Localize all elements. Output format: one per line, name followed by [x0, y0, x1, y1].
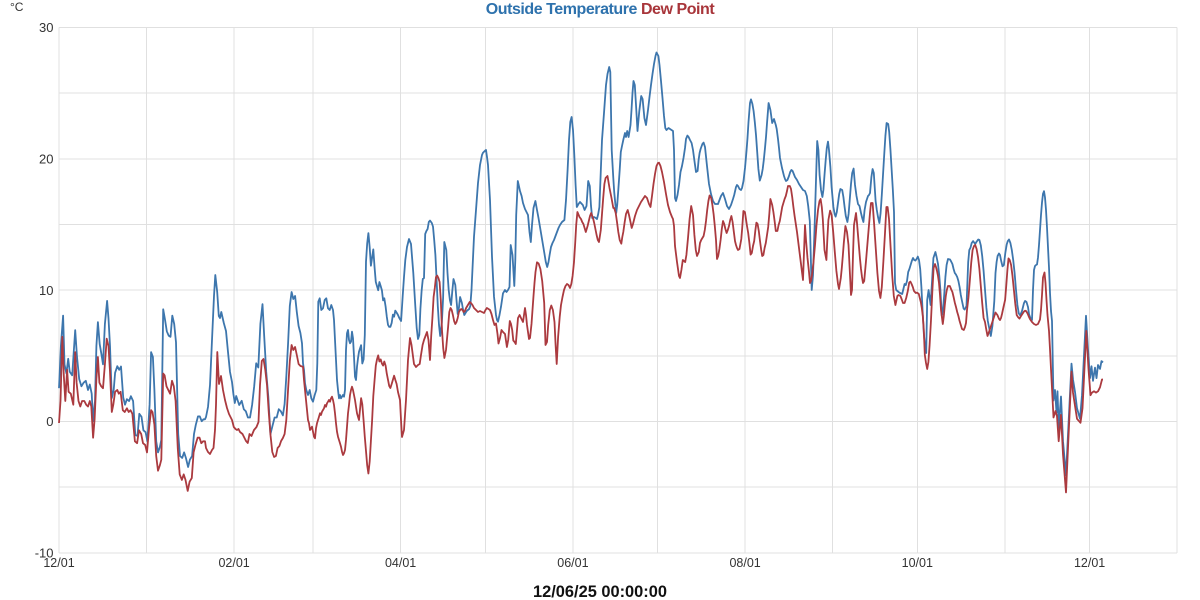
svg-text:-10: -10	[35, 545, 54, 560]
svg-text:12/06/25 00:00:00: 12/06/25 00:00:00	[533, 583, 667, 600]
svg-text:08/01: 08/01	[729, 556, 760, 570]
svg-text:Outside Temperature Dew Point: Outside Temperature Dew Point	[486, 1, 716, 18]
svg-text:12/01: 12/01	[1074, 556, 1105, 570]
svg-text:12/01: 12/01	[43, 556, 74, 570]
svg-text:°C: °C	[10, 0, 24, 14]
svg-text:30: 30	[39, 20, 53, 35]
svg-text:04/01: 04/01	[385, 556, 416, 570]
svg-text:10: 10	[39, 283, 53, 298]
svg-text:02/01: 02/01	[218, 556, 249, 570]
svg-text:20: 20	[39, 151, 53, 166]
svg-text:0: 0	[46, 414, 53, 429]
svg-text:10/01: 10/01	[902, 556, 933, 570]
svg-text:06/01: 06/01	[557, 556, 588, 570]
